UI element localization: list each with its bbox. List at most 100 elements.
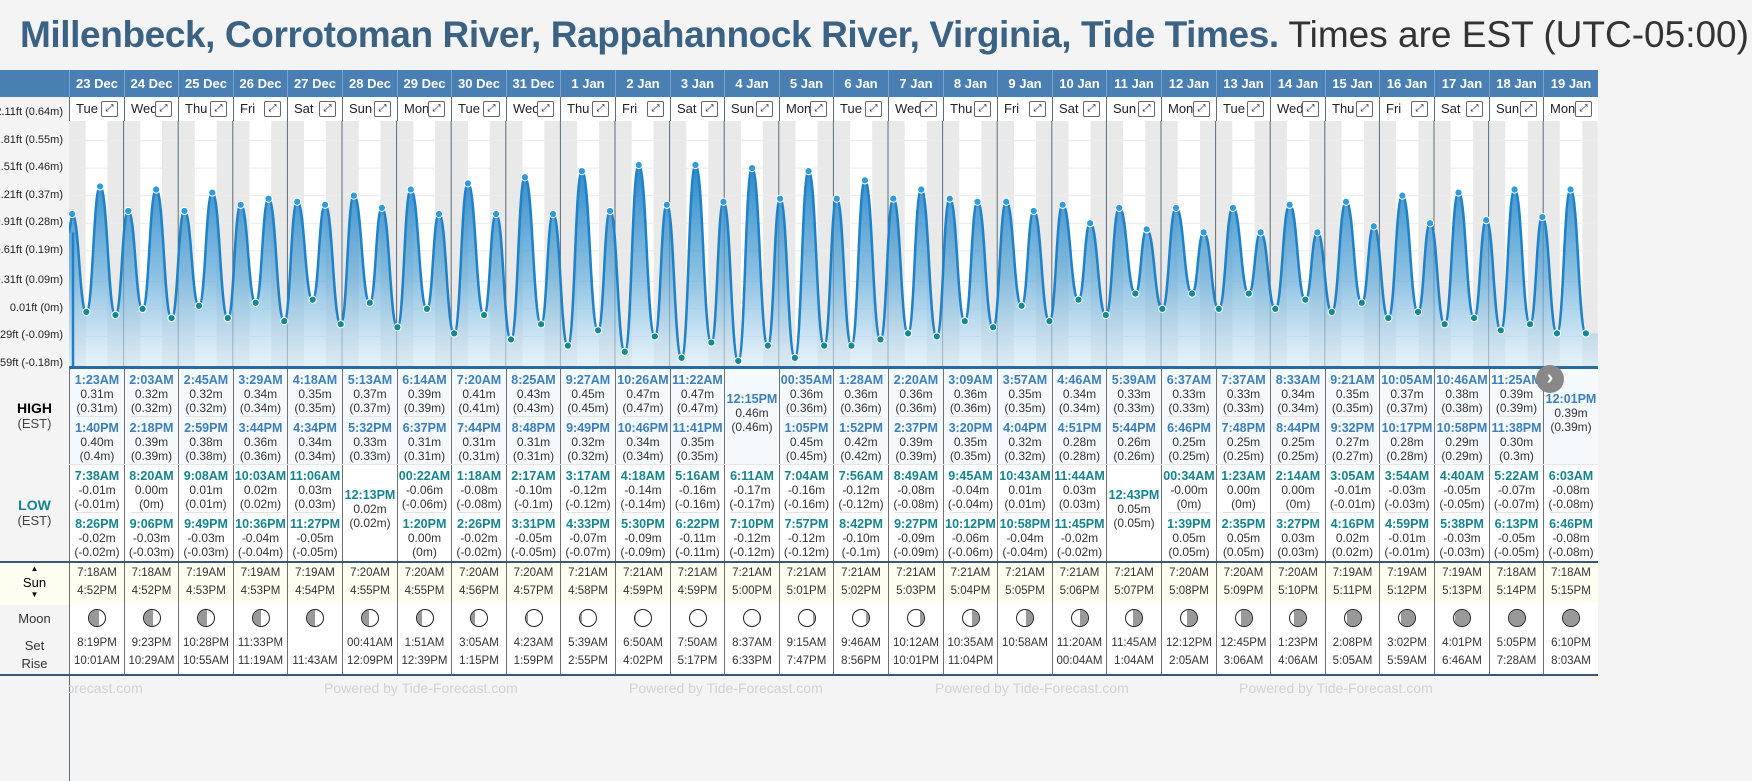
high-tide-time: 11:38PM: [1491, 421, 1542, 435]
moon-cell: 10:35AM 11:04PM: [943, 603, 997, 674]
weekday-cell: Tue ⤢: [69, 97, 124, 121]
moonrise-time: 1:15PM: [459, 655, 499, 667]
expand-icon[interactable]: ⤢: [1520, 101, 1537, 117]
expand-icon[interactable]: ⤢: [1029, 101, 1046, 117]
expand-icon[interactable]: ⤢: [592, 101, 609, 117]
expand-icon[interactable]: ⤢: [537, 101, 554, 117]
high-tide-time: 2:18PM: [129, 421, 174, 435]
expand-icon[interactable]: ⤢: [155, 101, 172, 117]
sunset-time: 5:00PM: [732, 585, 772, 597]
expand-icon[interactable]: ⤢: [1466, 101, 1483, 117]
low-tide-height: -0.16m: [787, 483, 826, 497]
low-tide-height: -0.05m: [514, 531, 553, 545]
low-tide-entry: 11:06AM 0.03m (0.03m): [288, 469, 342, 511]
low-tide-entry: 1:23AM 0.00m (0m): [1217, 469, 1270, 511]
high-tide-height-alt: (0.46m): [731, 420, 773, 434]
moon-shadow: [1240, 610, 1252, 626]
low-tide-height: -0.12m: [787, 531, 826, 545]
expand-icon[interactable]: ⤢: [264, 101, 281, 117]
low-tide-time: 6:13PM: [1494, 517, 1539, 531]
expand-icon[interactable]: ⤢: [1411, 101, 1428, 117]
low-tide-point: [138, 304, 147, 314]
high-tide-point: [95, 182, 105, 191]
sun-cell: 7:21AM 5:04PM: [943, 563, 997, 605]
high-tide-time: 6:37AM: [1166, 373, 1212, 387]
low-tide-point: [422, 304, 432, 314]
expand-icon[interactable]: ⤢: [1193, 101, 1210, 117]
high-tide-height: 0.42m: [844, 435, 878, 449]
moon-phase-icon: [197, 609, 215, 627]
expand-icon[interactable]: ⤢: [1138, 101, 1155, 117]
expand-icon[interactable]: ⤢: [428, 101, 445, 117]
tide-divider: [1441, 416, 1483, 417]
expand-icon[interactable]: ⤢: [810, 101, 827, 117]
moonrise-time: 8:56PM: [841, 655, 881, 667]
moon-phase-icon: [579, 609, 597, 627]
low-tide-height: -0.08m: [1552, 531, 1590, 545]
low-tide-height-alt: (0.01m): [1004, 497, 1046, 511]
tide-divider: [1113, 416, 1155, 417]
sunrise-time: 7:21AM: [950, 567, 991, 579]
expand-icon[interactable]: ⤢: [319, 101, 336, 117]
sunset-time: 5:04PM: [950, 585, 991, 597]
moonset-time: 9:23PM: [131, 637, 172, 649]
low-tide-point: [1301, 295, 1310, 304]
date-header: 15 Jan: [1325, 70, 1379, 97]
expand-icon[interactable]: ⤢: [865, 101, 882, 117]
high-tide-height: 0.32m: [134, 387, 169, 401]
expand-icon[interactable]: ⤢: [756, 101, 773, 117]
expand-icon[interactable]: ⤢: [701, 101, 718, 117]
sunset-time: 4:52PM: [131, 585, 172, 597]
expand-icon[interactable]: ⤢: [1247, 101, 1264, 117]
sunrise-time: 7:21AM: [896, 567, 936, 579]
low-tide-height: -0.00m: [1170, 483, 1208, 497]
moon-phase-icon: [306, 609, 324, 627]
moon-shadow: [1293, 610, 1306, 626]
expand-icon[interactable]: ⤢: [1356, 101, 1373, 117]
high-tide-height: 0.34m: [626, 435, 660, 449]
expand-icon[interactable]: ⤢: [1083, 101, 1100, 117]
moon-cell: 12:45PM 3:06AM: [1216, 603, 1270, 674]
low-tide-height-alt: (-0.09m): [620, 545, 666, 559]
sunrise-time: 7:20AM: [350, 567, 390, 579]
low-tide-height: -0.17m: [733, 483, 771, 497]
expand-icon[interactable]: ⤢: [1302, 101, 1319, 117]
expand-icon[interactable]: ⤢: [974, 101, 991, 117]
date-header: 26 Dec: [233, 70, 287, 97]
expand-icon[interactable]: ⤢: [647, 101, 664, 117]
low-tide-height-alt: (0m): [1285, 497, 1311, 511]
weekday-label: Thu: [1332, 101, 1355, 116]
high-tide-point: [463, 179, 472, 188]
next-button[interactable]: ›: [1536, 365, 1564, 393]
low-tide-height-alt: (0.05m): [1168, 545, 1210, 559]
low-tide-entry: 10:12PM -0.06m (-0.06m): [944, 517, 997, 559]
sunset-time: 5:12PM: [1387, 585, 1427, 597]
low-tide-height: -0.06m: [951, 531, 990, 545]
low-tide-time: 6:22PM: [675, 517, 720, 531]
high-tide-entry: 10:46PM 0.34m (0.34m): [616, 421, 670, 463]
moonset-time: 10:35AM: [947, 637, 994, 649]
expand-icon[interactable]: ⤢: [483, 101, 500, 117]
expand-icon[interactable]: ⤢: [920, 101, 937, 117]
weekday-label: Tue: [458, 101, 480, 116]
expand-icon[interactable]: ⤢: [101, 101, 118, 117]
sunrise-time: 7:21AM: [1059, 567, 1100, 579]
low-tide-cell: 1:18AM -0.08m (-0.08m) 2:26PM -0.02m (-0.02m): [451, 465, 506, 562]
tide-divider: [677, 512, 718, 513]
high-tide-height-alt: (0.36m): [949, 401, 992, 415]
high-tide-point: [1199, 228, 1208, 237]
high-tide-height-alt: (0.34m): [1277, 401, 1319, 415]
low-tide-entry: 12:43PM 0.05m (0.05m): [1107, 488, 1161, 530]
moonset-time: 2:08PM: [1332, 637, 1373, 649]
expand-icon[interactable]: ⤢: [210, 101, 227, 117]
weekday-label: Sat: [1441, 101, 1461, 116]
low-tide-height: -0.10m: [842, 531, 880, 545]
low-tide-time: 9:27PM: [894, 517, 938, 531]
date-header: 25 Dec: [178, 70, 233, 97]
expand-icon[interactable]: ⤢: [374, 101, 391, 117]
high-tide-cell: 2:45AM 0.32m (0.32m) 2:59PM 0.38m (0.38m): [178, 369, 233, 464]
high-tide-time: 11:41PM: [672, 421, 723, 435]
expand-icon[interactable]: ⤢: [1575, 101, 1592, 117]
sunset-time: 5:06PM: [1059, 585, 1100, 597]
high-tide-time: 3:29AM: [238, 373, 283, 387]
